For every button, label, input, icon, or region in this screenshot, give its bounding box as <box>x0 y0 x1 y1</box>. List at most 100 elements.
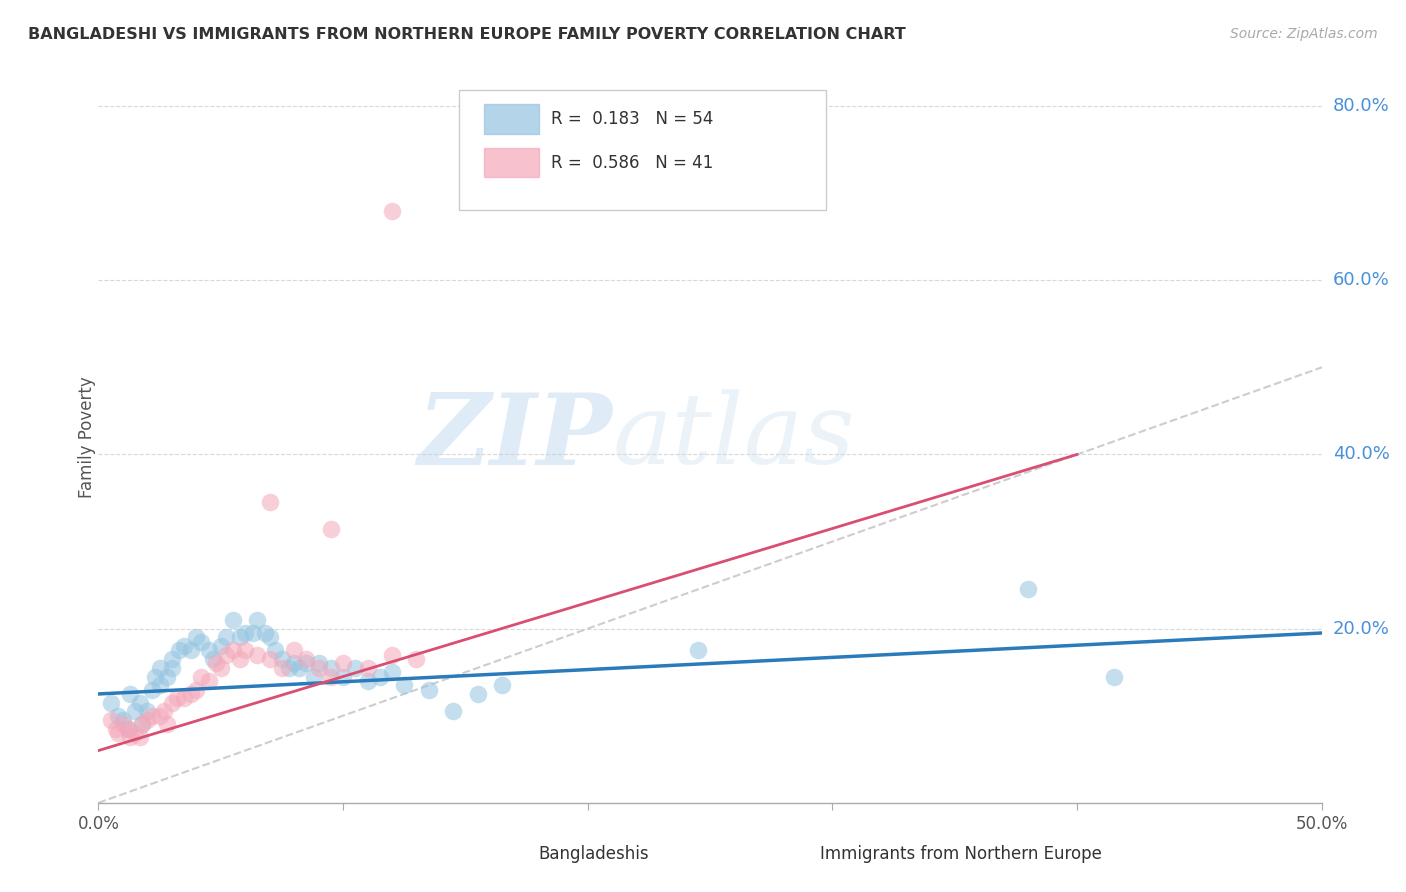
Point <box>166 691 188 706</box>
Point <box>141 708 163 723</box>
Point <box>205 657 228 671</box>
Text: Bangladeshis: Bangladeshis <box>538 845 650 863</box>
Point <box>143 669 166 683</box>
Point <box>288 661 311 675</box>
Point <box>160 661 183 675</box>
Point <box>100 696 122 710</box>
Text: 40.0%: 40.0% <box>1333 445 1389 464</box>
Point <box>222 613 245 627</box>
Point <box>283 657 305 671</box>
Point <box>209 661 232 675</box>
Point <box>319 669 342 683</box>
Point <box>1102 669 1125 683</box>
Text: 80.0%: 80.0% <box>1333 97 1389 115</box>
Text: atlas: atlas <box>612 390 855 484</box>
Text: ZIP: ZIP <box>418 389 612 485</box>
Point <box>246 613 269 627</box>
Point <box>319 521 342 535</box>
Point <box>136 705 159 719</box>
Text: 20.0%: 20.0% <box>1333 620 1389 638</box>
Point <box>302 669 325 683</box>
Point <box>129 696 152 710</box>
Point <box>295 657 318 671</box>
Point <box>120 731 142 745</box>
Point <box>156 717 179 731</box>
Point <box>259 495 281 509</box>
Point <box>141 682 163 697</box>
Point <box>356 661 378 675</box>
Point <box>441 705 464 719</box>
Point <box>686 643 709 657</box>
Point <box>120 687 142 701</box>
Point <box>156 669 179 683</box>
Point <box>149 678 172 692</box>
Point <box>149 661 172 675</box>
Point <box>270 661 294 675</box>
Point <box>418 682 440 697</box>
Point <box>149 708 172 723</box>
Point <box>107 726 129 740</box>
Point <box>229 631 252 645</box>
Point <box>100 713 122 727</box>
Point <box>381 648 404 662</box>
Point <box>405 652 427 666</box>
Point <box>308 661 330 675</box>
Point <box>246 648 269 662</box>
Point <box>173 639 195 653</box>
Point <box>368 669 391 683</box>
Point <box>1017 582 1039 597</box>
Point <box>259 631 281 645</box>
Point <box>104 722 127 736</box>
Point <box>253 626 276 640</box>
Point <box>209 639 232 653</box>
Point <box>214 648 236 662</box>
FancyBboxPatch shape <box>460 90 827 211</box>
Text: R =  0.183   N = 54: R = 0.183 N = 54 <box>551 110 713 128</box>
Point <box>222 643 245 657</box>
Text: Immigrants from Northern Europe: Immigrants from Northern Europe <box>820 845 1102 863</box>
Point <box>332 657 354 671</box>
FancyBboxPatch shape <box>484 148 538 178</box>
Point <box>111 713 134 727</box>
Point <box>242 626 264 640</box>
Point <box>308 657 330 671</box>
Point <box>190 634 212 648</box>
Point <box>160 696 183 710</box>
Point <box>107 708 129 723</box>
Point <box>332 669 354 683</box>
Point <box>131 717 153 731</box>
Text: BANGLADESHI VS IMMIGRANTS FROM NORTHERN EUROPE FAMILY POVERTY CORRELATION CHART: BANGLADESHI VS IMMIGRANTS FROM NORTHERN … <box>28 27 905 42</box>
Point <box>233 626 256 640</box>
Point <box>136 713 159 727</box>
FancyBboxPatch shape <box>772 843 810 865</box>
Point <box>124 705 146 719</box>
Point <box>111 717 134 731</box>
FancyBboxPatch shape <box>484 104 538 134</box>
Point <box>491 678 513 692</box>
Point <box>124 726 146 740</box>
Point <box>167 643 190 657</box>
Point <box>356 673 378 688</box>
Point <box>186 631 208 645</box>
Text: 60.0%: 60.0% <box>1333 271 1389 289</box>
Point <box>278 661 301 675</box>
Point <box>295 652 318 666</box>
Point <box>270 652 294 666</box>
Point <box>233 643 256 657</box>
Point <box>186 682 208 697</box>
Point <box>197 643 219 657</box>
Point <box>131 717 153 731</box>
Point <box>344 661 367 675</box>
Point <box>190 669 212 683</box>
Point <box>153 705 176 719</box>
Y-axis label: Family Poverty: Family Poverty <box>79 376 96 498</box>
Point <box>283 643 305 657</box>
Text: R =  0.586   N = 41: R = 0.586 N = 41 <box>551 153 713 172</box>
Point <box>180 687 202 701</box>
Point <box>180 643 202 657</box>
Point <box>160 652 183 666</box>
Point <box>202 652 225 666</box>
Point <box>117 722 139 736</box>
Point <box>381 665 404 680</box>
Point <box>117 722 139 736</box>
